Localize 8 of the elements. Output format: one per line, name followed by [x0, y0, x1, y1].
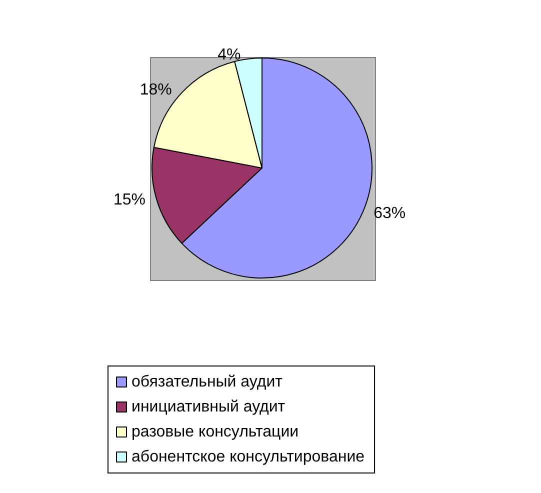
legend-label: обязательный аудит	[132, 374, 284, 390]
legend-label: абонентское консультирование	[132, 448, 365, 466]
data-label: 4%	[218, 46, 241, 64]
legend-label: инициативный аудит	[132, 398, 286, 416]
data-label: 15%	[113, 191, 146, 208]
data-label: 63%	[374, 204, 406, 222]
legend-label: разовые консультации	[132, 424, 299, 440]
data-label: 18%	[140, 81, 172, 98]
